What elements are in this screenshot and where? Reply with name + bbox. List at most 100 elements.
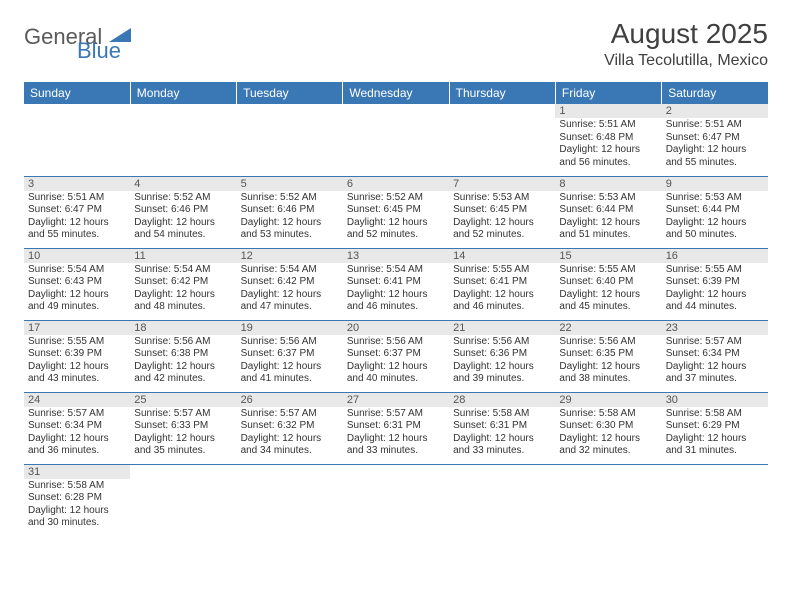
sunrise-text: Sunrise: 5:53 AM: [666, 192, 764, 205]
calendar-day-cell: 30Sunrise: 5:58 AMSunset: 6:29 PMDayligh…: [662, 392, 768, 464]
day-details: Sunrise: 5:58 AMSunset: 6:31 PMDaylight:…: [449, 407, 555, 461]
sunset-text: Sunset: 6:34 PM: [666, 348, 764, 361]
sunrise-text: Sunrise: 5:55 AM: [28, 336, 126, 349]
day-number: 10: [24, 249, 130, 263]
daylight-text: Daylight: 12 hours and 45 minutes.: [559, 289, 657, 314]
day-details: Sunrise: 5:56 AMSunset: 6:36 PMDaylight:…: [449, 335, 555, 389]
sunset-text: Sunset: 6:37 PM: [241, 348, 339, 361]
sunrise-text: Sunrise: 5:55 AM: [666, 264, 764, 277]
sunset-text: Sunset: 6:30 PM: [559, 420, 657, 433]
sunset-text: Sunset: 6:43 PM: [28, 276, 126, 289]
day-details: Sunrise: 5:54 AMSunset: 6:41 PMDaylight:…: [343, 263, 449, 317]
calendar-week-row: 10Sunrise: 5:54 AMSunset: 6:43 PMDayligh…: [24, 248, 768, 320]
calendar-day-cell: 11Sunrise: 5:54 AMSunset: 6:42 PMDayligh…: [130, 248, 236, 320]
calendar-day-cell: 10Sunrise: 5:54 AMSunset: 6:43 PMDayligh…: [24, 248, 130, 320]
calendar-day-cell: 16Sunrise: 5:55 AMSunset: 6:39 PMDayligh…: [662, 248, 768, 320]
calendar-day-cell: 25Sunrise: 5:57 AMSunset: 6:33 PMDayligh…: [130, 392, 236, 464]
day-number: 5: [237, 177, 343, 191]
sunset-text: Sunset: 6:39 PM: [666, 276, 764, 289]
logo: General Blue: [24, 18, 133, 50]
calendar-day-cell: [237, 104, 343, 176]
day-details: Sunrise: 5:51 AMSunset: 6:48 PMDaylight:…: [555, 118, 661, 172]
day-details: Sunrise: 5:56 AMSunset: 6:35 PMDaylight:…: [555, 335, 661, 389]
day-number: 6: [343, 177, 449, 191]
daylight-text: Daylight: 12 hours and 38 minutes.: [559, 361, 657, 386]
daylight-text: Daylight: 12 hours and 36 minutes.: [28, 433, 126, 458]
day-details: Sunrise: 5:54 AMSunset: 6:42 PMDaylight:…: [237, 263, 343, 317]
sunrise-text: Sunrise: 5:56 AM: [453, 336, 551, 349]
day-number: 1: [555, 104, 661, 118]
month-title: August 2025: [604, 18, 768, 50]
calendar-day-cell: 19Sunrise: 5:56 AMSunset: 6:37 PMDayligh…: [237, 320, 343, 392]
day-details: Sunrise: 5:52 AMSunset: 6:45 PMDaylight:…: [343, 191, 449, 245]
weekday-header: Sunday: [24, 82, 130, 104]
day-number: 26: [237, 393, 343, 407]
calendar-day-cell: [662, 464, 768, 536]
sunrise-text: Sunrise: 5:56 AM: [347, 336, 445, 349]
sunset-text: Sunset: 6:39 PM: [28, 348, 126, 361]
day-number: 7: [449, 177, 555, 191]
day-number: 13: [343, 249, 449, 263]
sunrise-text: Sunrise: 5:57 AM: [241, 408, 339, 421]
day-details: Sunrise: 5:51 AMSunset: 6:47 PMDaylight:…: [662, 118, 768, 172]
sunrise-text: Sunrise: 5:51 AM: [666, 119, 764, 132]
daylight-text: Daylight: 12 hours and 49 minutes.: [28, 289, 126, 314]
sunset-text: Sunset: 6:47 PM: [666, 132, 764, 145]
sunrise-text: Sunrise: 5:51 AM: [28, 192, 126, 205]
day-details: Sunrise: 5:57 AMSunset: 6:33 PMDaylight:…: [130, 407, 236, 461]
daylight-text: Daylight: 12 hours and 46 minutes.: [453, 289, 551, 314]
sunset-text: Sunset: 6:48 PM: [559, 132, 657, 145]
day-details: Sunrise: 5:58 AMSunset: 6:28 PMDaylight:…: [24, 479, 130, 533]
calendar-day-cell: 7Sunrise: 5:53 AMSunset: 6:45 PMDaylight…: [449, 176, 555, 248]
sunrise-text: Sunrise: 5:53 AM: [559, 192, 657, 205]
sunset-text: Sunset: 6:34 PM: [28, 420, 126, 433]
sunrise-text: Sunrise: 5:51 AM: [559, 119, 657, 132]
day-number: [130, 465, 236, 467]
sunrise-text: Sunrise: 5:58 AM: [453, 408, 551, 421]
calendar-week-row: 31Sunrise: 5:58 AMSunset: 6:28 PMDayligh…: [24, 464, 768, 536]
day-details: Sunrise: 5:53 AMSunset: 6:44 PMDaylight:…: [662, 191, 768, 245]
sunset-text: Sunset: 6:42 PM: [134, 276, 232, 289]
day-details: Sunrise: 5:56 AMSunset: 6:37 PMDaylight:…: [237, 335, 343, 389]
day-details: Sunrise: 5:57 AMSunset: 6:34 PMDaylight:…: [662, 335, 768, 389]
calendar-day-cell: 23Sunrise: 5:57 AMSunset: 6:34 PMDayligh…: [662, 320, 768, 392]
sunrise-text: Sunrise: 5:53 AM: [453, 192, 551, 205]
day-details: Sunrise: 5:51 AMSunset: 6:47 PMDaylight:…: [24, 191, 130, 245]
day-number: 14: [449, 249, 555, 263]
header-row: General Blue August 2025 Villa Tecolutil…: [24, 18, 768, 70]
sunset-text: Sunset: 6:32 PM: [241, 420, 339, 433]
calendar-day-cell: 26Sunrise: 5:57 AMSunset: 6:32 PMDayligh…: [237, 392, 343, 464]
sunrise-text: Sunrise: 5:56 AM: [241, 336, 339, 349]
day-number: 4: [130, 177, 236, 191]
daylight-text: Daylight: 12 hours and 40 minutes.: [347, 361, 445, 386]
sunrise-text: Sunrise: 5:55 AM: [453, 264, 551, 277]
sunset-text: Sunset: 6:37 PM: [347, 348, 445, 361]
day-number: 31: [24, 465, 130, 479]
day-number: 24: [24, 393, 130, 407]
day-details: Sunrise: 5:53 AMSunset: 6:45 PMDaylight:…: [449, 191, 555, 245]
day-number: 9: [662, 177, 768, 191]
weekday-header: Wednesday: [343, 82, 449, 104]
weekday-header: Monday: [130, 82, 236, 104]
sunset-text: Sunset: 6:31 PM: [347, 420, 445, 433]
sunset-text: Sunset: 6:46 PM: [134, 204, 232, 217]
sunset-text: Sunset: 6:44 PM: [666, 204, 764, 217]
day-number: [449, 465, 555, 467]
daylight-text: Daylight: 12 hours and 56 minutes.: [559, 144, 657, 169]
day-number: 3: [24, 177, 130, 191]
daylight-text: Daylight: 12 hours and 47 minutes.: [241, 289, 339, 314]
calendar-day-cell: 22Sunrise: 5:56 AMSunset: 6:35 PMDayligh…: [555, 320, 661, 392]
day-number: 11: [130, 249, 236, 263]
daylight-text: Daylight: 12 hours and 31 minutes.: [666, 433, 764, 458]
day-details: Sunrise: 5:52 AMSunset: 6:46 PMDaylight:…: [237, 191, 343, 245]
daylight-text: Daylight: 12 hours and 32 minutes.: [559, 433, 657, 458]
sunset-text: Sunset: 6:38 PM: [134, 348, 232, 361]
calendar-day-cell: [555, 464, 661, 536]
day-number: 17: [24, 321, 130, 335]
sunset-text: Sunset: 6:28 PM: [28, 492, 126, 505]
sunset-text: Sunset: 6:40 PM: [559, 276, 657, 289]
day-number: 29: [555, 393, 661, 407]
sunrise-text: Sunrise: 5:56 AM: [134, 336, 232, 349]
daylight-text: Daylight: 12 hours and 30 minutes.: [28, 505, 126, 530]
sunset-text: Sunset: 6:45 PM: [347, 204, 445, 217]
